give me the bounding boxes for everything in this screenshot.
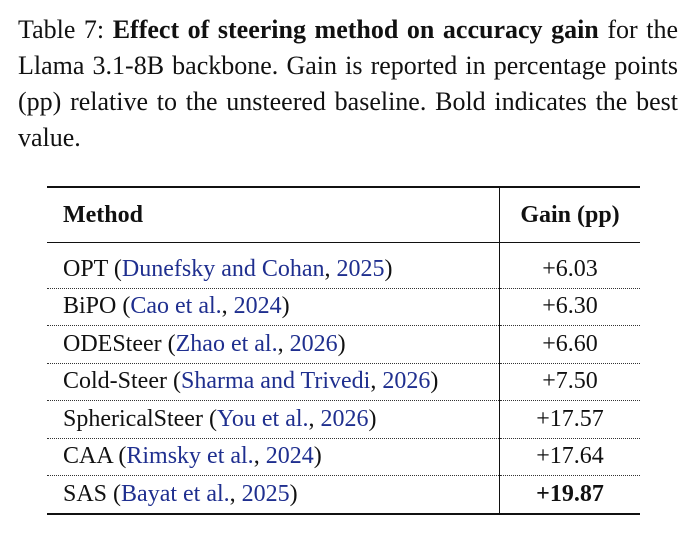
gain-cell: +17.64: [499, 438, 640, 476]
citation-year-link[interactable]: 2026: [320, 405, 369, 432]
results-table: Method Gain (pp) OPT (Dunefsky and Cohan…: [47, 186, 640, 515]
header-gain: Gain (pp): [499, 187, 640, 243]
method-name: OPT: [63, 255, 108, 282]
table-header-row: Method Gain (pp): [47, 187, 640, 243]
citation-year-link[interactable]: 2024: [265, 443, 314, 470]
citation-year-link[interactable]: 2026: [289, 330, 338, 357]
citation-author-link[interactable]: Cao et al.: [130, 293, 222, 320]
citation-author-link[interactable]: Dunefsky and Cohan: [121, 255, 325, 282]
method-cell: ODESteer (Zhao et al., 2026): [47, 325, 500, 364]
citation-author-link[interactable]: Zhao et al.: [175, 330, 278, 357]
citation-year-link[interactable]: 2025: [241, 480, 290, 507]
citation-author-link[interactable]: Bayat et al.: [121, 480, 230, 507]
table-row: SphericalSteer (You et al., 2026) +17.57: [47, 400, 640, 439]
citation-author-link[interactable]: Rimsky et al.: [126, 443, 254, 470]
table-row: ODESteer (Zhao et al., 2026) +6.60: [47, 325, 640, 364]
table-row: BiPO (Cao et al., 2024) +6.30: [47, 288, 640, 326]
table-caption: Table 7: Effect of steering method on ac…: [18, 12, 678, 156]
caption-label: Table 7:: [18, 15, 105, 44]
method-cell: Cold-Steer (Sharma and Trivedi, 2026): [47, 363, 500, 401]
table-row: OPT (Dunefsky and Cohan, 2025) +6.03: [47, 242, 640, 289]
table-row: CAA (Rimsky et al., 2024) +17.64: [47, 438, 640, 476]
gain-cell: +19.87: [499, 475, 640, 514]
method-name: SAS: [63, 480, 108, 507]
citation-author-link[interactable]: You et al.: [216, 405, 309, 432]
gain-cell: +7.50: [499, 363, 640, 401]
method-cell: OPT (Dunefsky and Cohan, 2025): [47, 242, 500, 289]
method-cell: BiPO (Cao et al., 2024): [47, 288, 500, 326]
header-method: Method: [63, 201, 143, 228]
caption-text: for the Llama 3.1-8B backbone. Gain is r…: [18, 15, 678, 152]
method-name: BiPO: [63, 293, 117, 320]
gain-cell: +6.30: [499, 288, 640, 326]
method-cell: SphericalSteer (You et al., 2026): [47, 400, 500, 439]
table-row: SAS (Bayat et al., 2025) +19.87: [47, 475, 640, 514]
gain-cell: +17.57: [499, 400, 640, 439]
citation-year-link[interactable]: 2024: [233, 293, 282, 320]
gain-cell: +6.60: [499, 325, 640, 364]
table-row: Cold-Steer (Sharma and Trivedi, 2026) +7.…: [47, 363, 640, 401]
method-name: ODESteer: [63, 330, 162, 357]
method-cell: CAA (Rimsky et al., 2024): [47, 438, 500, 476]
method-name: SphericalSteer: [63, 405, 203, 432]
table-body: OPT (Dunefsky and Cohan, 2025) +6.03 BiPO …: [47, 242, 640, 514]
citation-author-link[interactable]: Sharma and Trivedi: [180, 368, 371, 395]
citation-year-link[interactable]: 2026: [382, 368, 431, 395]
citation-year-link[interactable]: 2025: [336, 255, 385, 282]
gain-cell: +6.03: [499, 242, 640, 289]
method-name: CAA: [63, 443, 113, 470]
method-cell: SAS (Bayat et al., 2025): [63, 480, 298, 507]
caption-title: Effect of steering method on accuracy ga…: [112, 15, 599, 44]
method-name: Cold-Steer: [63, 368, 167, 395]
